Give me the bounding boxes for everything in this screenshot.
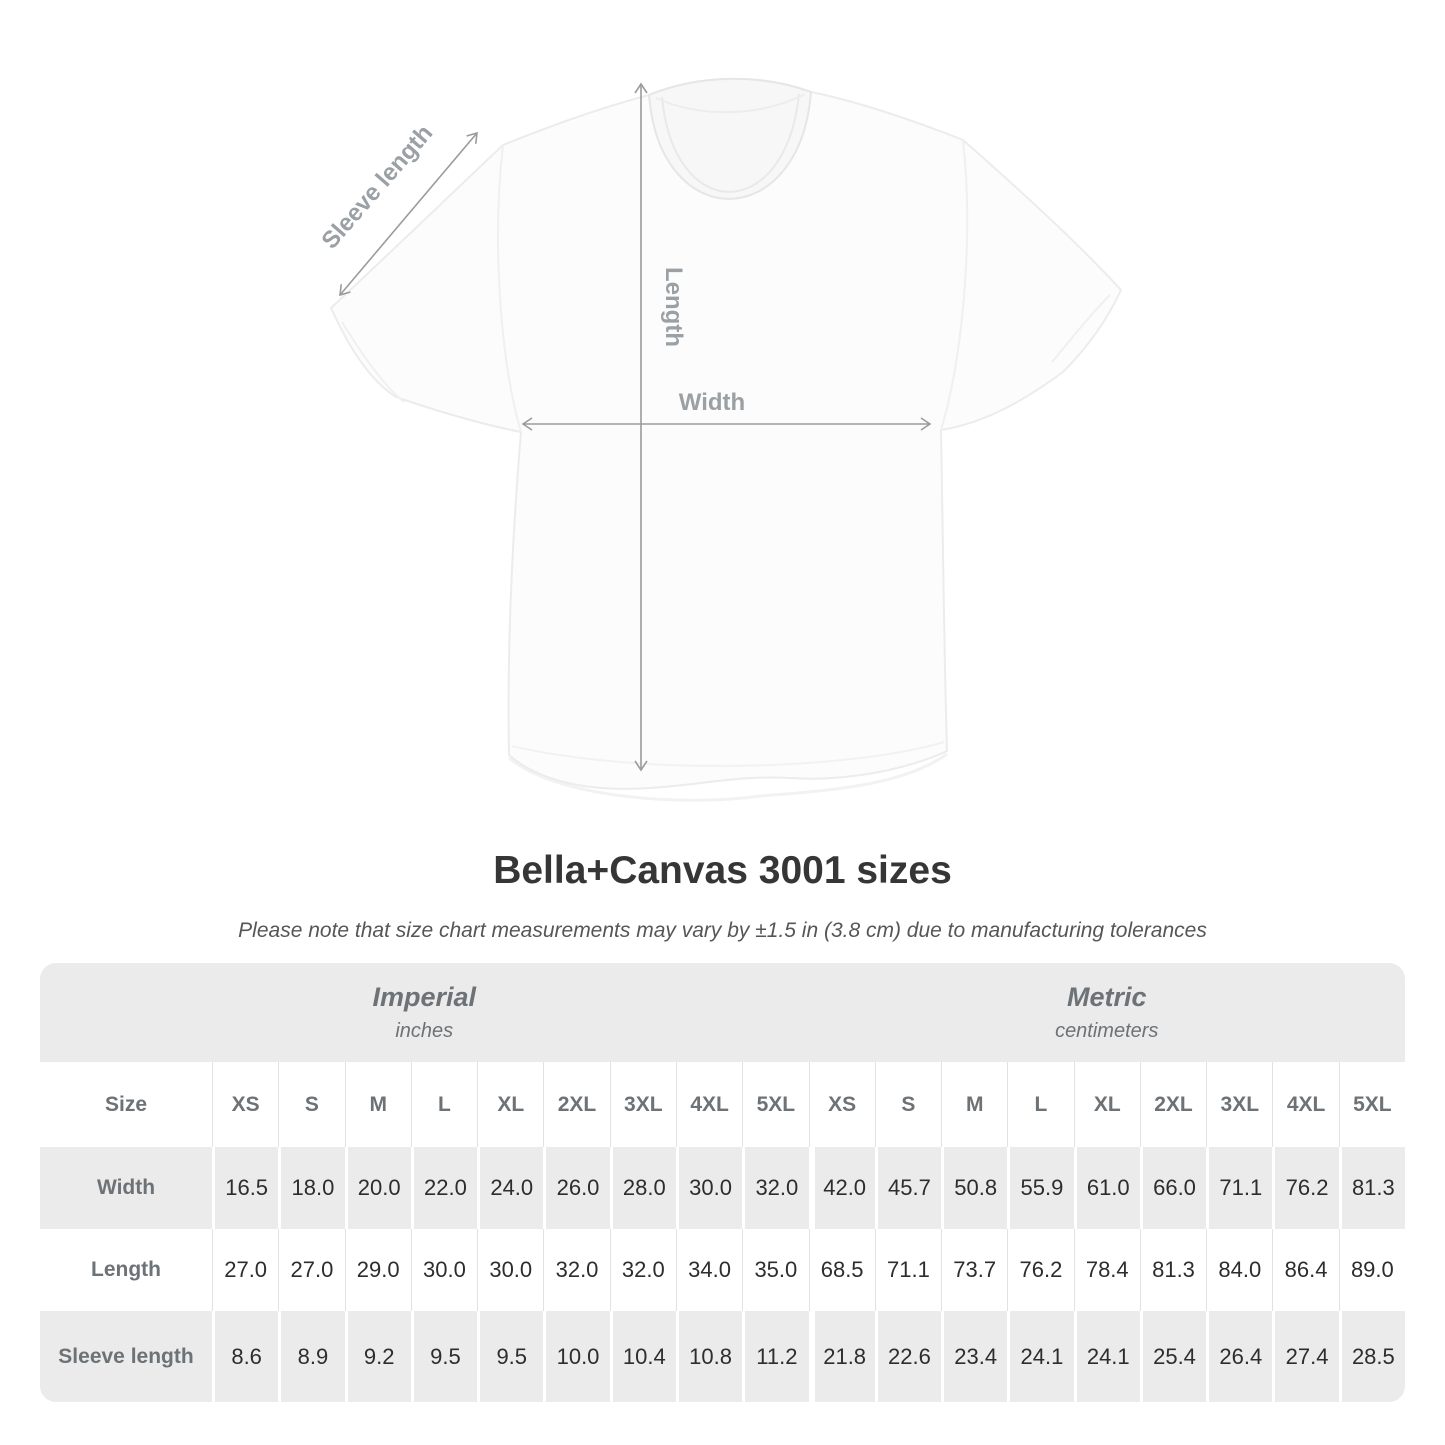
value-cell: 10.0 [543,1311,610,1402]
row-label-length: Length [40,1229,212,1311]
size-header-metric-s: S [874,1062,942,1147]
value-cell: 68.5 [808,1229,875,1311]
value-cell: 22.0 [410,1147,478,1229]
size-table: Imperial inches Metric centimeters Size XS S M L… [40,963,1405,1402]
value-cell: 25.4 [1139,1311,1207,1402]
value-cell: 27.0 [212,1229,279,1311]
value-cell: 26.0 [543,1147,610,1229]
value-cell: 32.0 [609,1229,676,1311]
value-cell: 10.8 [675,1311,743,1402]
unit-group-metric: Metric centimeters [808,963,1405,1062]
size-header-imperial-3xl: 3XL [609,1062,676,1147]
value-cell: 66.0 [1139,1147,1207,1229]
value-cell: 30.0 [675,1147,743,1229]
value-cell: 20.0 [344,1147,411,1229]
unit-group-unit: centimeters [1055,1020,1159,1042]
value-cell: 32.0 [543,1229,610,1311]
size-header-metric-5xl: 5XL [1338,1062,1405,1147]
value-cell: 24.1 [1007,1311,1074,1402]
size-column-header: Size [40,1062,212,1147]
size-header-metric-4xl: 4XL [1272,1062,1339,1147]
tshirt-measurement-diagram: Sleeve length Length Width [316,77,1122,802]
row-label-sleeve-length: Sleeve length [40,1311,212,1402]
value-cell: 8.9 [278,1311,345,1402]
value-cell: 11.2 [742,1311,809,1402]
value-cell: 71.1 [874,1229,942,1311]
size-header-imperial-m: M [344,1062,411,1147]
value-cell: 32.0 [742,1147,809,1229]
tshirt-outline [330,77,1122,802]
value-cell: 84.0 [1206,1229,1273,1311]
value-cell: 89.0 [1338,1229,1405,1311]
value-cell: 10.4 [609,1311,676,1402]
value-cell: 8.6 [212,1311,279,1402]
value-cell: 16.5 [212,1147,279,1229]
value-cell: 86.4 [1272,1229,1339,1311]
size-header-metric-m: M [941,1062,1008,1147]
value-cell: 55.9 [1007,1147,1074,1229]
value-cell: 76.2 [1007,1229,1074,1311]
value-cell: 29.0 [344,1229,411,1311]
page-title: Bella+Canvas 3001 sizes [493,849,952,892]
unit-group-name: Imperial [372,982,477,1012]
size-header-imperial-l: L [410,1062,478,1147]
size-header-metric-l: L [1007,1062,1074,1147]
size-header-metric-xs: XS [808,1062,875,1147]
value-cell: 81.3 [1338,1147,1405,1229]
size-header-imperial-s: S [278,1062,345,1147]
value-cell: 35.0 [742,1229,809,1311]
size-header-imperial-xl: XL [477,1062,544,1147]
value-cell: 9.5 [477,1311,544,1402]
value-cell: 45.7 [874,1147,942,1229]
value-cell: 61.0 [1073,1147,1140,1229]
size-header-imperial-5xl: 5XL [742,1062,809,1147]
value-cell: 30.0 [477,1229,544,1311]
size-header-metric-xl: XL [1073,1062,1140,1147]
value-cell: 18.0 [278,1147,345,1229]
value-cell: 24.1 [1073,1311,1140,1402]
value-cell: 24.0 [477,1147,544,1229]
size-header-imperial-4xl: 4XL [675,1062,743,1147]
unit-group-name: Metric [1066,982,1147,1012]
tolerance-note: Please note that size chart measurements… [238,919,1207,942]
width-label: Width [679,389,745,416]
value-cell: 78.4 [1073,1229,1140,1311]
size-header-imperial-2xl: 2XL [543,1062,610,1147]
value-cell: 26.4 [1206,1311,1273,1402]
value-cell: 71.1 [1206,1147,1273,1229]
value-cell: 73.7 [941,1229,1008,1311]
unit-group-unit: inches [395,1020,454,1042]
unit-group-imperial: Imperial inches [40,963,809,1062]
value-cell: 81.3 [1139,1229,1207,1311]
value-cell: 28.0 [609,1147,676,1229]
value-cell: 23.4 [941,1311,1008,1402]
length-label: Length [660,267,687,347]
value-cell: 22.6 [874,1311,942,1402]
value-cell: 42.0 [808,1147,875,1229]
sleeve-length-arrow [339,131,478,297]
size-header-metric-2xl: 2XL [1139,1062,1207,1147]
row-label-width: Width [40,1147,212,1229]
value-cell: 28.5 [1338,1311,1405,1402]
value-cell: 27.4 [1272,1311,1339,1402]
size-header-imperial-xs: XS [212,1062,279,1147]
value-cell: 30.0 [410,1229,478,1311]
value-cell: 9.5 [410,1311,478,1402]
value-cell: 76.2 [1272,1147,1339,1229]
size-header-metric-3xl: 3XL [1206,1062,1273,1147]
value-cell: 34.0 [675,1229,743,1311]
value-cell: 9.2 [344,1311,411,1402]
value-cell: 27.0 [278,1229,345,1311]
value-cell: 50.8 [941,1147,1008,1229]
value-cell: 21.8 [808,1311,875,1402]
